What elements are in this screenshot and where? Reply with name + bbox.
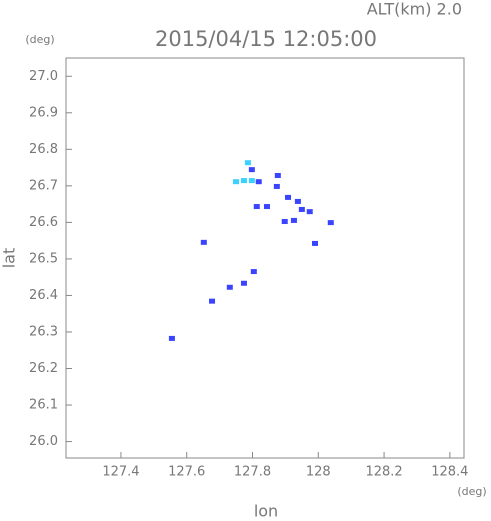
echo-point [244, 160, 251, 166]
y-tick-label: 26.7 [29, 178, 58, 193]
y-tick-label: 26.4 [29, 288, 58, 303]
y-tick-label: 26.8 [29, 142, 58, 157]
x-tick-label: 128 [306, 465, 331, 480]
y-tick-label: 26.0 [29, 434, 58, 449]
echo-point [248, 167, 255, 173]
echo-point [240, 280, 247, 286]
echo-point [209, 298, 216, 304]
echo-point [253, 204, 260, 210]
echo-point [298, 206, 305, 212]
x-tick-label: 128.4 [431, 465, 468, 480]
echo-point [233, 179, 240, 185]
echo-point [327, 220, 334, 226]
y-tick-label: 27.0 [29, 69, 58, 84]
x-tick-label: 127.8 [234, 465, 271, 480]
y-axis-label: lat [0, 248, 19, 269]
echo-point [240, 178, 247, 184]
echo-point [273, 183, 280, 189]
y-tick-label: 26.2 [29, 361, 58, 376]
echo-point [306, 209, 313, 215]
echo-point [274, 172, 281, 178]
plot-frame [65, 57, 465, 459]
echo-point [285, 194, 292, 200]
y-tick-label: 26.9 [29, 105, 58, 120]
echo-point [263, 204, 270, 210]
subtitle: ALT(km) 2.0 [367, 0, 462, 19]
echo-point [168, 335, 175, 341]
y-tick-label: 26.3 [29, 324, 58, 339]
echo-point [281, 219, 288, 225]
echo-point [290, 217, 297, 223]
x-tick-label: 127.6 [168, 465, 205, 480]
x-axis-label: lon [254, 502, 278, 521]
echo-point [294, 198, 301, 204]
x-tick-label: 128.2 [365, 465, 402, 480]
chart-title: 2015/04/15 12:05:00 [155, 27, 377, 51]
echo-point [248, 178, 255, 184]
y-unit: (deg) [25, 33, 54, 46]
x-unit: (deg) [457, 485, 486, 498]
x-tick-label: 127.4 [102, 465, 139, 480]
echo-point [200, 239, 207, 245]
echo-point [255, 179, 262, 185]
y-tick-label: 26.6 [29, 215, 58, 230]
echo-point [311, 240, 318, 246]
echo-point [226, 284, 233, 290]
y-tick-label: 26.5 [29, 251, 58, 266]
y-tick-label: 26.1 [29, 398, 58, 413]
echo-point [250, 269, 257, 275]
